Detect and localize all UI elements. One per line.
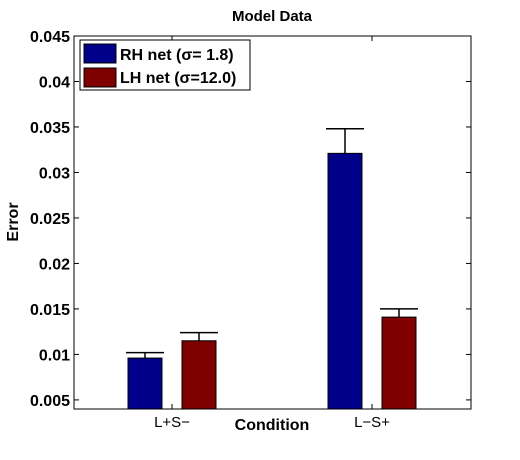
y-tick-label: 0.03: [39, 165, 70, 182]
bar: [181, 340, 217, 410]
y-tick-label: 0.005: [30, 393, 70, 410]
x-tick-label: L−S+: [354, 414, 390, 431]
y-axis-label: Error: [5, 202, 22, 241]
legend-label-lh: LH net (σ=12.0): [120, 70, 236, 87]
legend-label-rh: RH net (σ= 1.8): [120, 47, 234, 64]
y-tick-label: 0.035: [30, 120, 70, 137]
bar: [127, 357, 163, 410]
y-tick-label: 0.045: [30, 29, 70, 46]
y-axis: 0.005 0.01 0.015 0.02 0.025 0.03 0.035 0.04 0.04…: [30, 29, 471, 410]
y-tick-label: 0.01: [39, 347, 70, 364]
legend: RH net (σ= 1.8) LH net (σ=12.0): [79, 39, 251, 91]
legend-swatch-rh: [83, 43, 117, 64]
x-axis: L+S− L−S+: [154, 36, 390, 431]
x-axis-label: Condition: [235, 417, 310, 434]
bars-layer: [126, 128, 418, 410]
bar: [327, 152, 363, 410]
legend-swatch-lh: [83, 67, 117, 88]
bar: [381, 316, 417, 410]
y-tick-label: 0.04: [39, 74, 70, 91]
chart-title: Model Data: [232, 8, 313, 25]
y-tick-label: 0.025: [30, 211, 70, 228]
x-tick-label: L+S−: [154, 414, 190, 431]
y-tick-label: 0.02: [39, 256, 70, 273]
y-tick-label: 0.015: [30, 302, 70, 319]
